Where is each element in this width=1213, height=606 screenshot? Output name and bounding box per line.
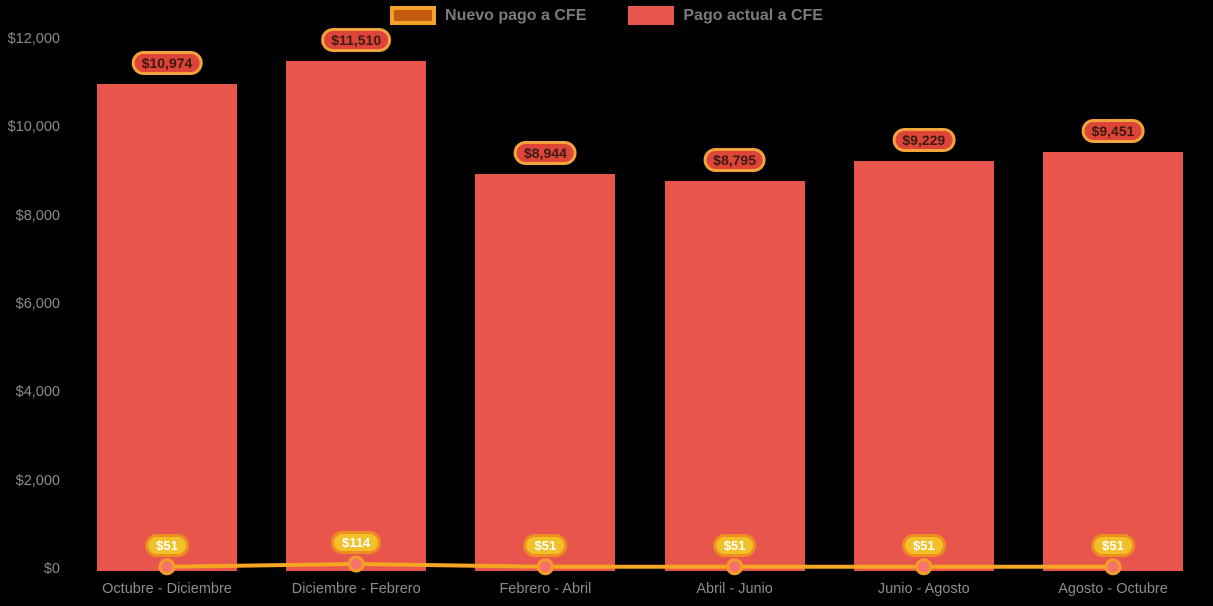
bar-pago-actual[interactable]: [475, 173, 616, 571]
line-point-value-badge: $51: [901, 533, 946, 557]
line-point-marker[interactable]: [158, 558, 176, 576]
line-point-marker[interactable]: [536, 558, 554, 576]
y-axis-tick-label: $6,000: [15, 296, 60, 312]
y-axis-tick-label: $0: [43, 561, 60, 577]
line-point-marker[interactable]: [347, 555, 365, 573]
line-point-value-badge: $51: [1091, 533, 1135, 557]
x-axis-category-label: Abril - Junio: [696, 581, 773, 597]
line-point-value-badge: $51: [523, 533, 568, 557]
line-point-value-badge: $114: [331, 530, 382, 554]
nuevo-pago-line: [165, 561, 1115, 569]
x-axis-category-label: Febrero - Abril: [499, 581, 592, 597]
bar-pago-actual[interactable]: [286, 60, 427, 571]
y-axis-tick-label: $4,000: [15, 384, 60, 401]
legend-swatch-pago-actual-icon: [628, 6, 675, 25]
line-point-value-badge: $51: [712, 533, 757, 557]
bar-value-badge: $8,795: [703, 147, 767, 172]
x-axis-category-label: Agosto - Octubre: [1058, 581, 1168, 597]
legend-item-pago-actual[interactable]: Pago actual a CFE: [628, 6, 823, 25]
line-point-value-badge: $51: [145, 533, 189, 557]
bar-pago-actual[interactable]: [664, 180, 805, 571]
legend-label-nuevo-pago: Nuevo pago a CFE: [445, 6, 587, 24]
chart-legend: Nuevo pago a CFE Pago actual a CFE: [0, 6, 1213, 25]
line-point-marker[interactable]: [915, 558, 933, 576]
line-point-marker[interactable]: [1104, 558, 1122, 576]
bar-value-badge: $9,229: [892, 128, 956, 153]
bar-value-badge: $11,510: [321, 27, 392, 52]
bar-pago-actual[interactable]: [853, 161, 994, 571]
bar-pago-actual[interactable]: [97, 84, 237, 571]
line-point-marker[interactable]: [726, 558, 744, 576]
x-axis-category-label: Octubre - Diciembre: [102, 581, 232, 597]
bar-value-badge: $10,974: [131, 51, 203, 76]
legend-label-pago-actual: Pago actual a CFE: [683, 6, 823, 24]
legend-item-nuevo-pago[interactable]: Nuevo pago a CFE: [390, 6, 586, 25]
x-axis-category-label: Diciembre - Febrero: [291, 581, 421, 597]
y-axis-tick-label: $10,000: [7, 119, 60, 136]
y-axis-tick-label: $8,000: [15, 207, 60, 224]
bar-value-badge: $8,944: [513, 140, 577, 165]
y-axis-tick-label: $2,000: [15, 472, 60, 489]
y-axis-tick-label: $12,000: [7, 31, 60, 47]
bar-value-badge: $9,451: [1081, 118, 1145, 143]
legend-swatch-nuevo-pago-icon: [390, 6, 437, 25]
bar-pago-actual[interactable]: [1043, 151, 1183, 571]
x-axis-category-label: Junio - Agosto: [877, 581, 970, 597]
